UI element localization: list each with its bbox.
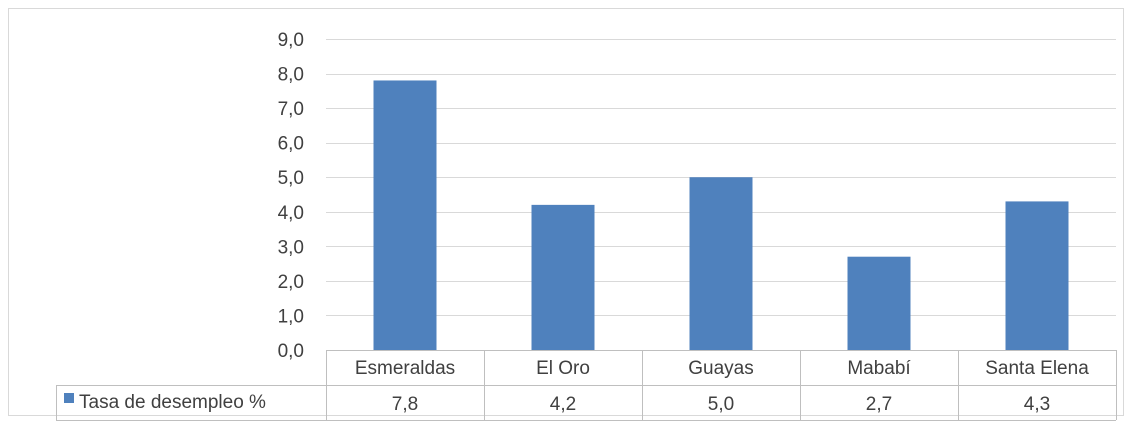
y-tick-label: 6,0 [278, 134, 304, 155]
data-table-values: 7,8 4,2 5,0 2,7 4,3 [392, 394, 1050, 415]
category-labels: Esmeraldas El Oro Guayas Mababí Santa Elena [355, 358, 1089, 379]
category-label: Esmeraldas [355, 358, 455, 379]
bar [847, 256, 911, 350]
y-tick-label: 0,0 [278, 341, 304, 362]
gridlines [326, 39, 1116, 316]
category-label: Guayas [688, 358, 753, 379]
y-axis-tick-labels: 0,0 1,0 2,0 3,0 4,0 5,0 6,0 7,0 8,0 9,0 [278, 30, 304, 362]
y-tick-label: 8,0 [278, 65, 304, 86]
y-tick-label: 2,0 [278, 272, 304, 293]
legend-swatch [64, 393, 74, 403]
y-tick-label: 3,0 [278, 237, 304, 258]
category-label: El Oro [536, 358, 590, 379]
table-value: 4,2 [550, 394, 576, 415]
table-value: 4,3 [1024, 394, 1050, 415]
data-table [56, 350, 1117, 421]
bars [373, 80, 1069, 350]
legend-label: Tasa de desempleo % [79, 392, 266, 413]
y-tick-label: 1,0 [278, 306, 304, 327]
category-label: Mababí [847, 358, 911, 379]
table-value: 7,8 [392, 394, 418, 415]
table-value: 2,7 [866, 394, 892, 415]
y-tick-label: 7,0 [278, 99, 304, 120]
y-tick-label: 5,0 [278, 168, 304, 189]
category-label: Santa Elena [985, 358, 1089, 379]
y-tick-label: 9,0 [278, 30, 304, 51]
bar [373, 80, 437, 350]
bar [1005, 201, 1069, 350]
legend: Tasa de desempleo % [64, 392, 266, 413]
bar [531, 204, 595, 350]
y-tick-label: 4,0 [278, 203, 304, 224]
bar [689, 177, 753, 350]
table-value: 5,0 [708, 394, 734, 415]
